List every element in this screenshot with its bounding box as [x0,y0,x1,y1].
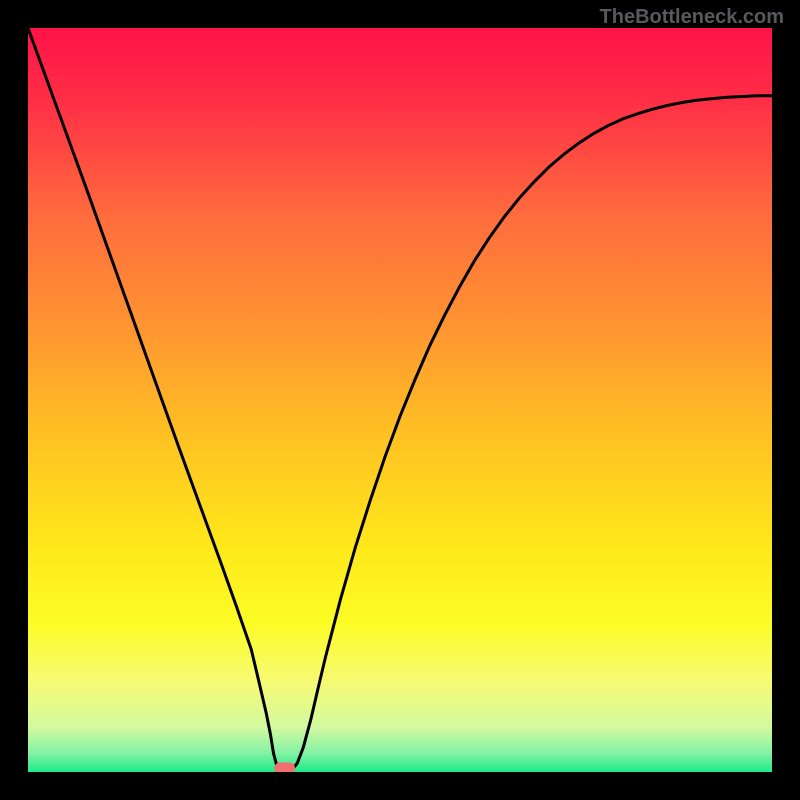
watermark-text: TheBottleneck.com [600,6,784,29]
plot-background [28,28,772,772]
bottleneck-chart: TheBottleneck.com [0,0,800,800]
chart-svg [0,0,800,800]
